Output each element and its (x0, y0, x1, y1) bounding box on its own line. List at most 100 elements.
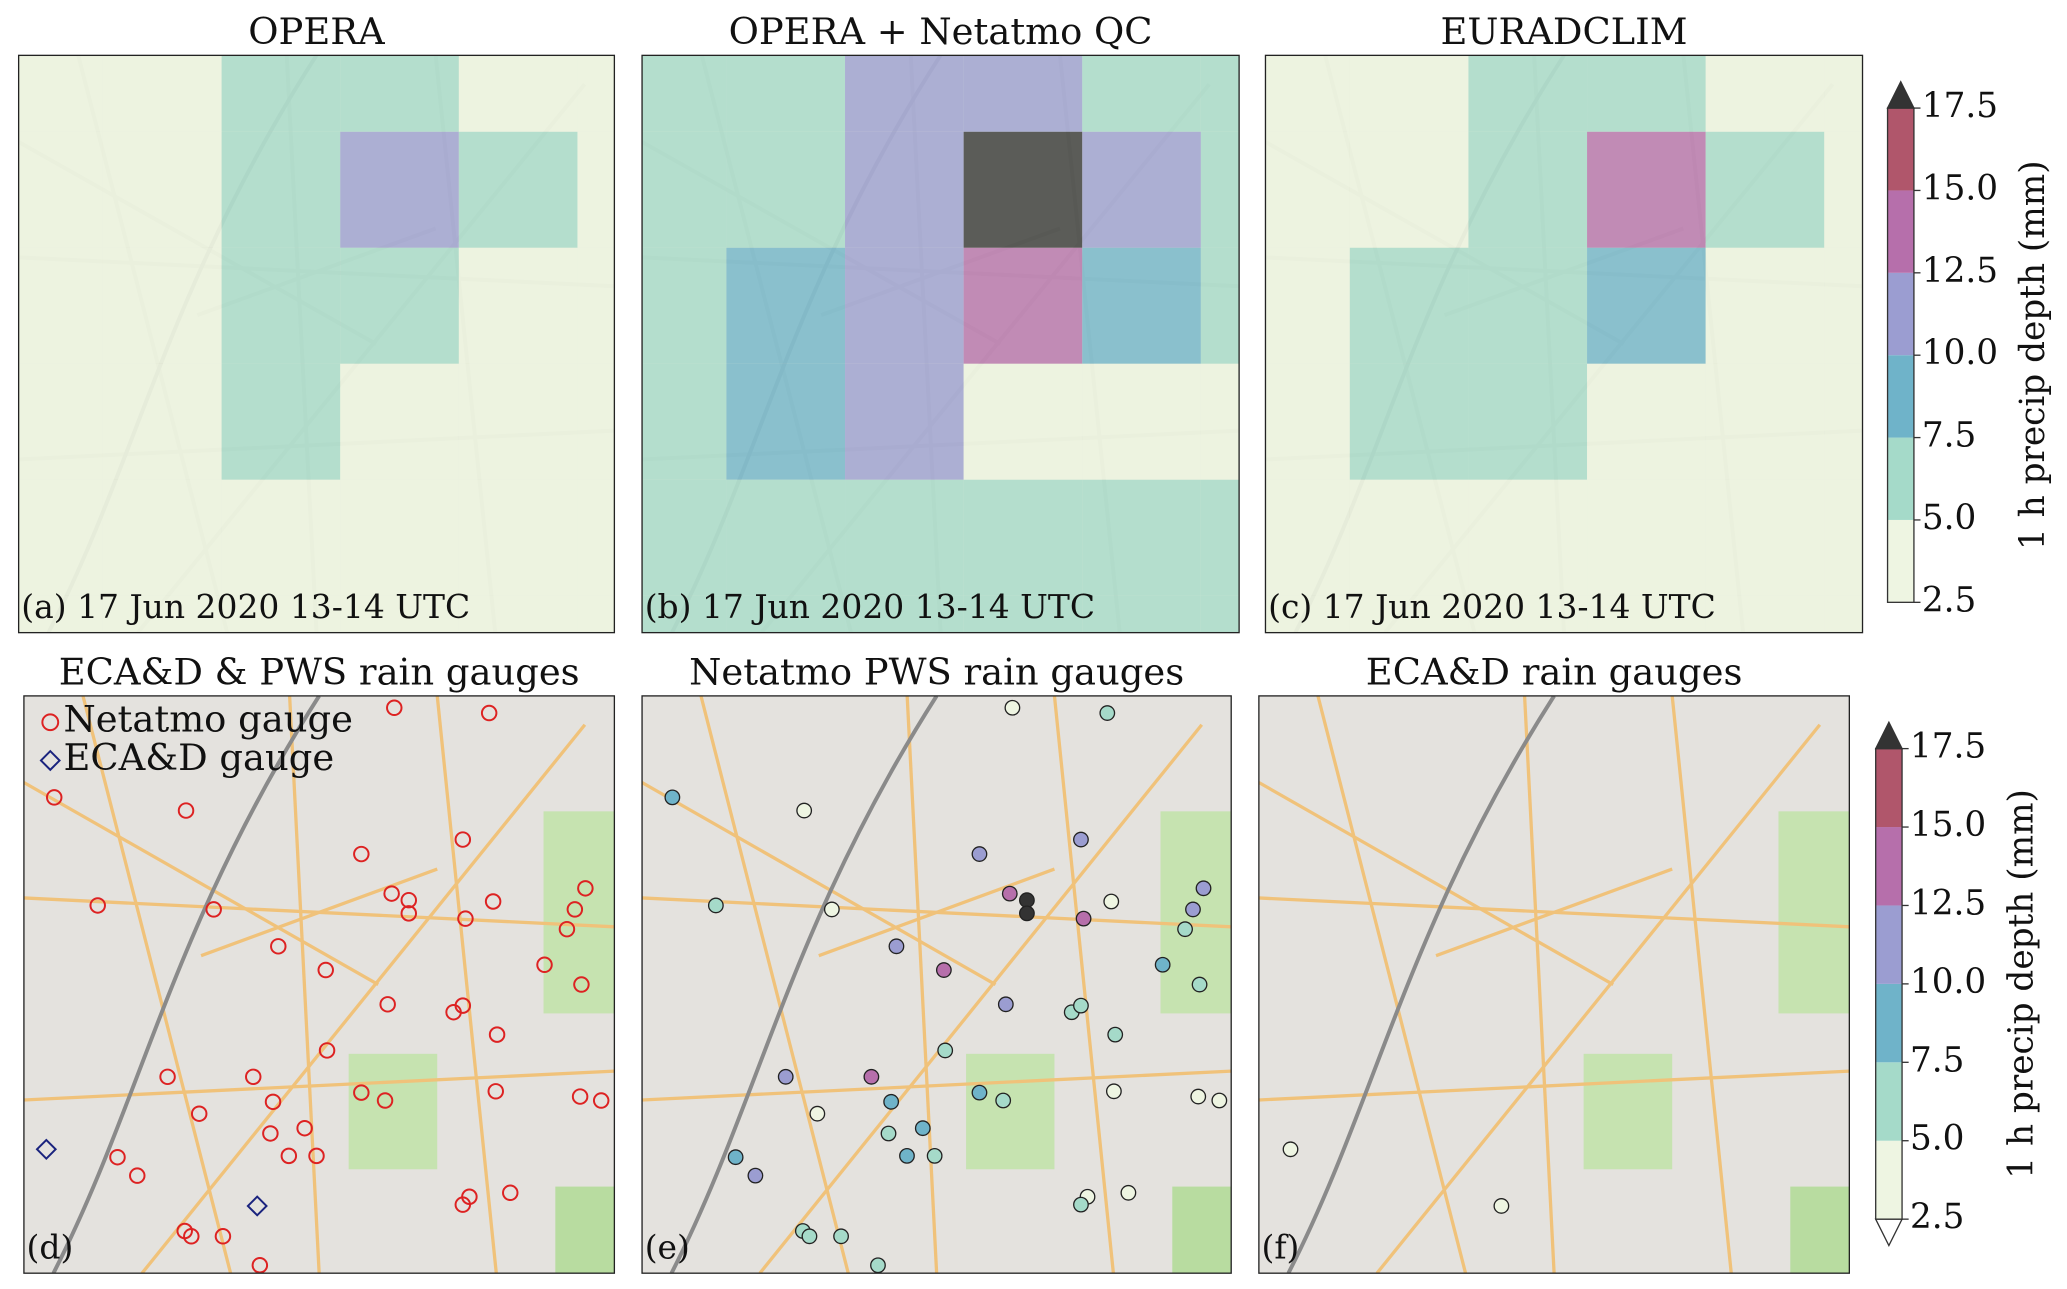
radar-cell (1200, 247, 1240, 364)
netatmo-gauge (318, 1042, 336, 1059)
netatmo-gauge (592, 1092, 610, 1109)
colorbar-tick-label: 12.5 (1910, 883, 1986, 923)
road (1375, 723, 1822, 1274)
radar-cell (340, 55, 459, 132)
radar-cell (642, 595, 727, 633)
radar-cell (963, 131, 1083, 248)
netatmo-gauge (353, 1084, 370, 1101)
park (1172, 1186, 1232, 1274)
panel-title: Netatmo PWS rain gauges (689, 650, 1184, 693)
railway (51, 695, 321, 1274)
panel-title: ECA&D & PWS rain gauges (59, 650, 580, 693)
netatmo-gauge (183, 1228, 200, 1245)
radar-cell (102, 247, 222, 364)
netatmo-gauge (484, 893, 502, 910)
netatmo-gauge (1099, 705, 1116, 721)
road (905, 695, 939, 1274)
radar-cell (221, 595, 341, 633)
radar-cell (577, 55, 615, 132)
netatmo-gauge (1120, 1184, 1137, 1201)
radar-cell (221, 55, 341, 132)
netatmo-gauge (190, 1105, 208, 1122)
radar-cell (102, 55, 222, 132)
netatmo-gauge (1004, 699, 1021, 716)
road (758, 723, 1204, 1274)
panel-label: (d) (27, 1227, 74, 1266)
radar-cell (1468, 595, 1588, 633)
radar-cell (1349, 247, 1469, 364)
colorbar-bin (1875, 827, 1903, 906)
road (1435, 867, 1673, 958)
netatmo-gauge (664, 789, 681, 806)
radar-cell (18, 131, 103, 248)
park (348, 1053, 438, 1170)
panel-label: (e) (645, 1227, 690, 1266)
colorbar-bin (1875, 1140, 1903, 1220)
netatmo-gauge (707, 897, 724, 914)
radar-cell (1265, 595, 1350, 633)
panel-frame (641, 54, 1240, 634)
netatmo-gauge (995, 1092, 1012, 1109)
netatmo-gauge (502, 1184, 519, 1202)
legend-label: Netatmo gauge (63, 698, 352, 741)
netatmo-gauge (571, 1088, 589, 1105)
radar-cell (1705, 363, 1825, 480)
netatmo-gauge (386, 699, 403, 717)
radar-cell (1349, 595, 1469, 633)
radar-cell (1705, 479, 1825, 596)
radar-cell (1082, 363, 1201, 480)
radar-cell (726, 131, 846, 248)
netatmo-gauge (935, 962, 952, 978)
netatmo-gauge (558, 920, 576, 938)
radar-cell (577, 479, 615, 596)
radar-cell (1200, 131, 1240, 248)
radar-cell (1824, 55, 1863, 132)
netatmo-gauge (262, 1125, 279, 1142)
colorbar-over (1874, 720, 1904, 750)
netatmo-gauge (1001, 885, 1018, 902)
colorbar-tick-label: 17.5 (1922, 86, 1998, 126)
radar-cell (1082, 479, 1201, 596)
netatmo-gauge (480, 704, 498, 722)
colorbar-tick-label: 15.0 (1922, 168, 1998, 208)
radar-cell (102, 363, 222, 480)
radar-cell (1705, 247, 1825, 364)
netatmo-gauge (899, 1147, 915, 1164)
radar-cell (963, 363, 1083, 480)
radar-cell (18, 363, 103, 480)
park (1778, 811, 1850, 1014)
map-panel (23, 695, 615, 1274)
radar-cell (963, 247, 1083, 364)
radar-cell (1587, 363, 1706, 480)
netatmo-gauge (1073, 997, 1089, 1014)
colorbar-tick-label: 10.0 (1910, 962, 1986, 1002)
panel-title: EURADCLIM (1440, 10, 1687, 53)
map-panel (1265, 55, 1863, 633)
radar-cell (18, 595, 103, 633)
netatmo-gauge (809, 1105, 826, 1122)
netatmo-gauge (801, 1228, 818, 1245)
panel-label: (b) 17 Jun 2020 13-14 UTC (645, 587, 1095, 626)
radar-cell (458, 55, 578, 132)
netatmo-gauge (1185, 901, 1201, 918)
radar-cell (1468, 131, 1588, 248)
netatmo-gauge (1107, 1026, 1124, 1043)
radar-cell (642, 247, 727, 364)
panel-label: (a) 17 Jun 2020 13-14 UTC (21, 587, 470, 626)
road (818, 867, 1056, 958)
netatmo-gauge (383, 885, 400, 902)
road (642, 781, 997, 986)
netatmo-gauge (997, 996, 1014, 1013)
road (23, 781, 380, 986)
netatmo-gauge (1195, 880, 1212, 897)
radar-cell (102, 595, 222, 633)
map-background (23, 695, 615, 1274)
panel-frame (17, 54, 616, 634)
radar-cell (963, 479, 1083, 596)
radar-cell (1349, 479, 1469, 596)
panel-label: (c) 17 Jun 2020 13-14 UTC (1268, 587, 1716, 626)
netatmo-gauge (971, 846, 988, 862)
netatmo-gauge (870, 1257, 886, 1274)
radar-cell (577, 363, 615, 480)
radar-cell (726, 363, 846, 480)
